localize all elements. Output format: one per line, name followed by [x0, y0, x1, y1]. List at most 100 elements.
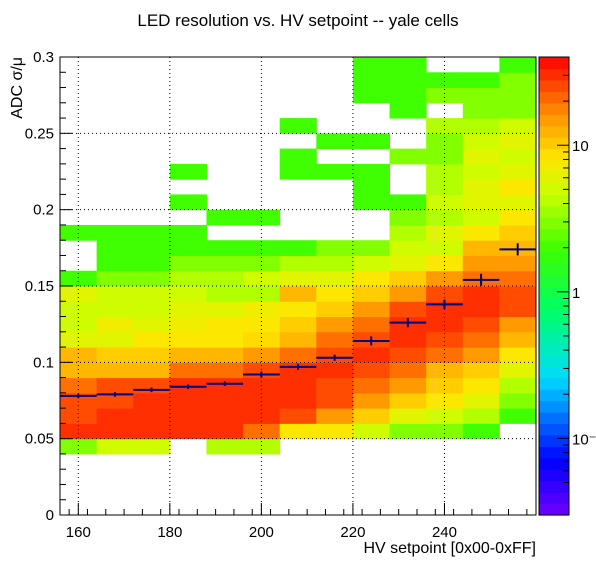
heatmap-cell	[169, 255, 207, 272]
profile-point	[169, 384, 207, 390]
heatmap-cell	[243, 423, 281, 440]
profile-point	[243, 371, 280, 378]
heatmap-cell	[243, 347, 281, 363]
heatmap-cell	[352, 423, 391, 440]
heatmap-cell	[462, 286, 500, 302]
heatmap-cell	[352, 87, 391, 104]
heatmap-cell	[462, 301, 500, 318]
heatmap-cell	[352, 286, 391, 302]
heatmap-cell	[96, 438, 134, 455]
colorbar-tick-label: 10⁻¹	[572, 431, 596, 448]
heatmap-cell	[96, 240, 134, 256]
heatmap-cell	[60, 331, 98, 348]
heatmap-cell	[96, 301, 134, 318]
colorbar-segment	[539, 79, 569, 92]
heatmap-cell	[352, 408, 391, 424]
heatmap-cell	[389, 331, 427, 348]
colorbar-segment	[539, 389, 569, 402]
heatmap-cell	[206, 240, 244, 256]
heatmap-cell	[389, 148, 427, 165]
colorbar-segment	[539, 125, 569, 138]
heatmap-cell	[169, 423, 207, 440]
heatmap-cell	[389, 270, 427, 287]
y-tick-label: 0.15	[25, 278, 54, 295]
colorbar-segment	[539, 57, 569, 70]
heatmap-cell	[316, 377, 354, 394]
heatmap-cell	[60, 408, 98, 424]
heatmap-cell	[279, 347, 317, 363]
colorbar-segment	[539, 263, 569, 276]
heatmap-cell	[60, 270, 98, 287]
heatmap-cells	[60, 57, 537, 455]
heatmap-cell	[133, 286, 171, 302]
heatmap-cell	[426, 392, 464, 409]
heatmap-cell	[316, 392, 354, 409]
heatmap-cell	[96, 286, 134, 302]
heatmap-cell	[389, 102, 427, 119]
heatmap-cell	[352, 392, 391, 409]
heatmap-cell	[352, 163, 391, 180]
heatmap-cell	[279, 163, 317, 180]
heatmap-cell	[279, 316, 317, 333]
heatmap-cell	[279, 392, 317, 409]
heatmap-cell	[133, 392, 171, 409]
x-tick-label: 160	[66, 524, 91, 541]
colorbar-segment	[539, 297, 569, 310]
heatmap-cell	[462, 316, 500, 333]
heatmap-cell	[206, 301, 244, 318]
heatmap-cell	[426, 270, 464, 287]
heatmap-cell	[462, 148, 500, 165]
heatmap-cell	[462, 255, 500, 272]
colorbar-segment	[539, 148, 569, 161]
heatmap-cell	[499, 408, 537, 424]
heatmap-cell	[426, 224, 464, 241]
heatmap-cell	[96, 255, 134, 272]
y-tick-label: 0	[46, 507, 54, 524]
heatmap-cell	[243, 331, 281, 348]
heatmap-cell	[499, 194, 537, 211]
heatmap-cell	[352, 377, 391, 394]
profile-point	[279, 363, 317, 370]
heatmap-cell	[462, 331, 500, 348]
heatmap-cell	[499, 270, 537, 287]
profile-point	[60, 393, 97, 399]
heatmap-cell	[499, 72, 537, 89]
heatmap-cell	[133, 316, 171, 333]
heatmap-cell	[389, 57, 427, 73]
heatmap-cell	[169, 347, 207, 363]
heatmap-cell	[96, 331, 134, 348]
colorbar-segment	[539, 434, 569, 447]
heatmap-cell	[462, 392, 500, 409]
heatmap-cell	[206, 362, 244, 379]
heatmap-cell	[243, 408, 281, 424]
heatmap-cell	[499, 392, 537, 409]
heatmap-cell	[243, 316, 281, 333]
heatmap-cell	[389, 209, 427, 226]
heatmap-cell	[133, 362, 171, 379]
heatmap-cell	[316, 362, 354, 379]
heatmap-cell	[499, 377, 537, 394]
colorbar-segment	[539, 503, 569, 516]
heatmap-cell	[499, 362, 537, 379]
heatmap-cell	[499, 57, 537, 73]
heatmap-cell	[316, 240, 354, 256]
profile-point	[499, 243, 536, 256]
heatmap-cell	[352, 240, 391, 256]
heatmap-cell	[206, 209, 244, 226]
profile-point	[133, 387, 170, 393]
y-tick-label: 0.05	[25, 431, 54, 448]
heatmap-cell	[133, 224, 171, 241]
heatmap-cell	[462, 209, 500, 226]
colorbar-segment	[539, 308, 569, 321]
heatmap-cell	[133, 240, 171, 256]
colorbar-segment	[539, 228, 569, 241]
x-tick-label: 240	[432, 524, 457, 541]
colorbar-segment	[539, 171, 569, 184]
colorbar-segment	[539, 469, 569, 482]
heatmap-cell	[279, 377, 317, 394]
heatmap-cell	[389, 362, 427, 379]
heatmap-cell	[426, 423, 464, 440]
heatmap-cell	[60, 438, 98, 455]
heatmap-cell	[499, 87, 537, 104]
heatmap-cell	[279, 270, 317, 287]
